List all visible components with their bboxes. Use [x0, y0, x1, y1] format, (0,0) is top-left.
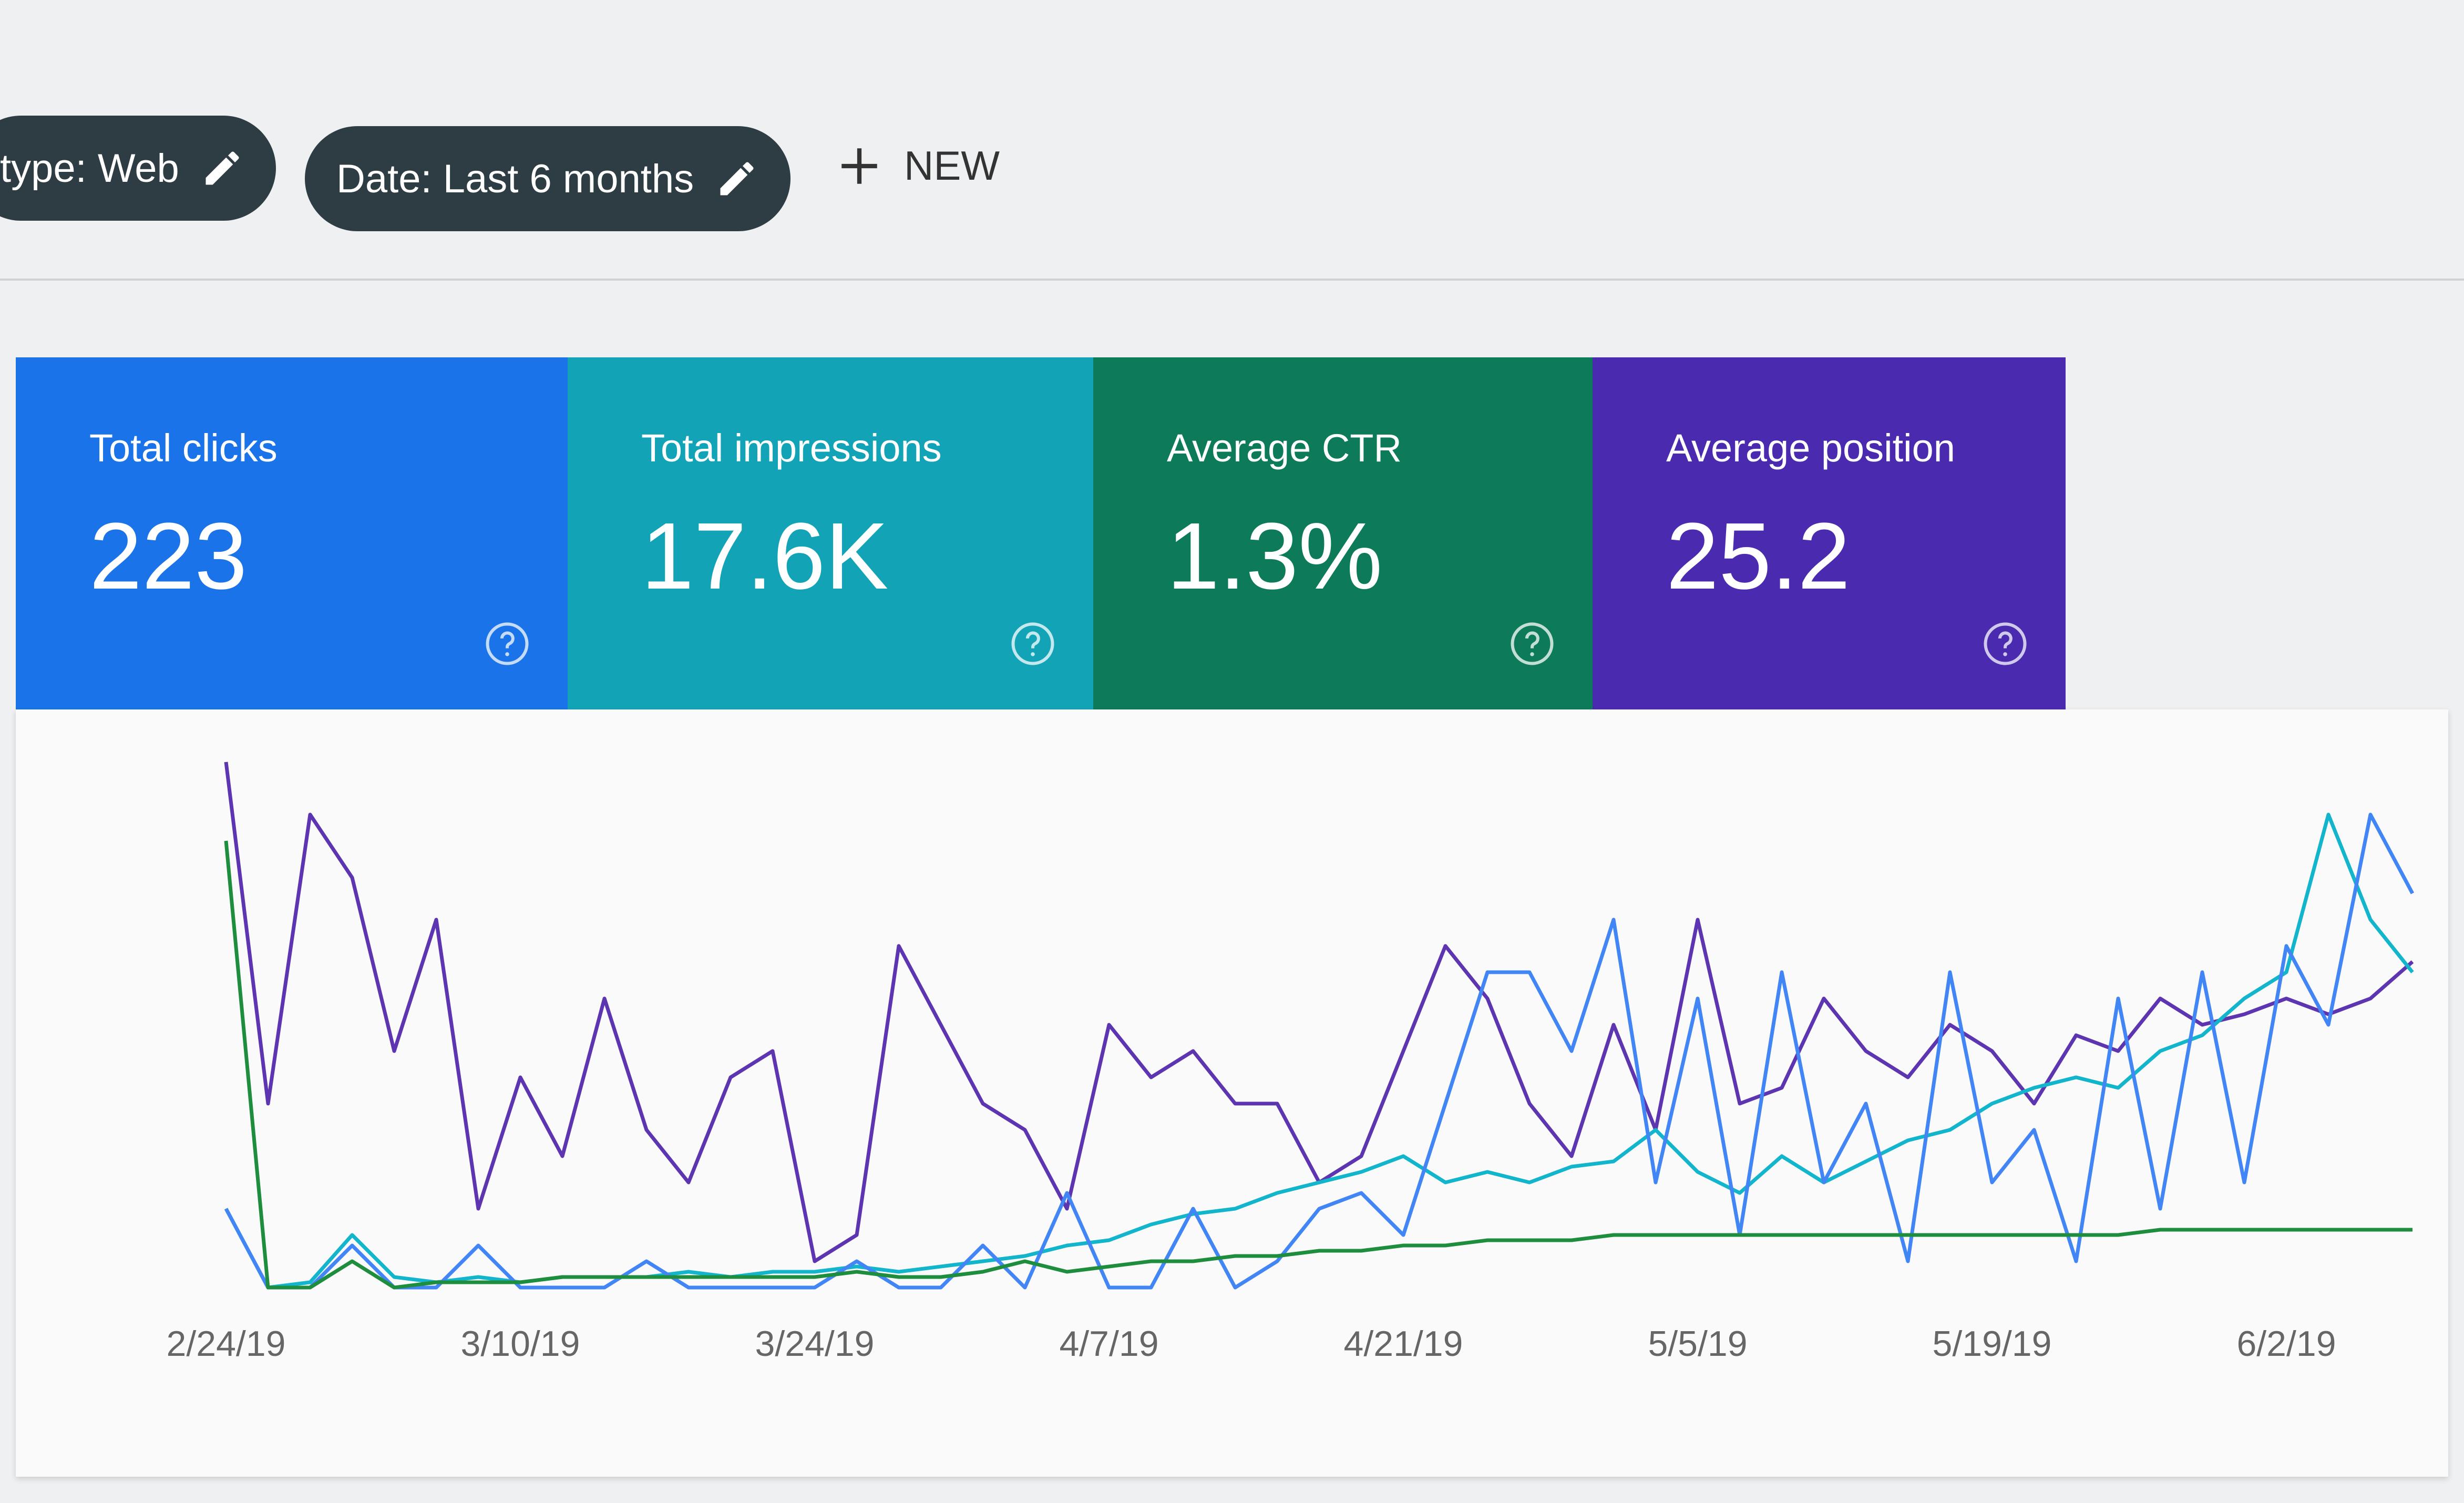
card-title: Average position	[1666, 426, 1955, 470]
card-title: Total impressions	[641, 426, 942, 470]
metric-card[interactable]: Average position 25.2	[1593, 357, 2066, 709]
filter-chip[interactable]: type: Web	[0, 116, 276, 221]
card-title: Average CTR	[1167, 426, 1402, 470]
metric-card[interactable]: Total impressions 17.6K	[568, 357, 1093, 709]
card-title: Total clicks	[89, 426, 278, 470]
chip-label: Date: Last 6 months	[336, 156, 694, 201]
new-filter-button[interactable]: NEW	[836, 142, 1000, 190]
edit-icon	[206, 151, 239, 185]
series-line	[224, 812, 2415, 1290]
series-line	[224, 761, 2414, 1263]
plus-icon	[841, 148, 877, 184]
card-value: 25.2	[1666, 503, 1851, 609]
x-tick-label: 6/2/19	[2236, 1324, 2336, 1364]
x-tick-label: 5/19/19	[1933, 1324, 2052, 1364]
help-icon[interactable]	[1508, 620, 1556, 667]
x-tick-label: 4/21/19	[1344, 1324, 1463, 1364]
new-label: NEW	[904, 142, 1000, 189]
metric-card[interactable]: Total clicks 223	[16, 357, 568, 709]
filter-chip[interactable]: Date: Last 6 months	[305, 126, 791, 231]
x-tick-label: 5/5/19	[1648, 1324, 1747, 1364]
x-tick-label: 2/24/19	[167, 1324, 286, 1364]
edit-icon	[720, 162, 754, 195]
chip-label: type: Web	[0, 146, 179, 191]
card-value: 1.3%	[1167, 503, 1383, 609]
help-icon[interactable]	[484, 620, 531, 667]
chart: 2/24/19 3/10/19 3/24/19 4/7/19 4/21/19 5/5/19…	[167, 761, 2415, 1364]
help-icon[interactable]	[1009, 620, 1056, 667]
chart-panel: 2/24/19 3/10/19 3/24/19 4/7/19 4/21/19 5/5/19…	[16, 709, 2448, 1477]
help-icon[interactable]	[1982, 620, 2029, 667]
x-tick-label: 3/24/19	[755, 1324, 875, 1364]
card-value: 223	[89, 503, 248, 609]
x-tick-label: 4/7/19	[1059, 1324, 1158, 1364]
divider	[0, 279, 2464, 281]
card-value: 17.6K	[641, 503, 889, 609]
series-line	[224, 840, 2412, 1290]
metric-cards: Total clicks 223 Total impressions 17.6K Ave…	[16, 357, 2066, 709]
metric-card[interactable]: Average CTR 1.3%	[1093, 357, 1593, 709]
x-tick-label: 3/10/19	[461, 1324, 580, 1364]
